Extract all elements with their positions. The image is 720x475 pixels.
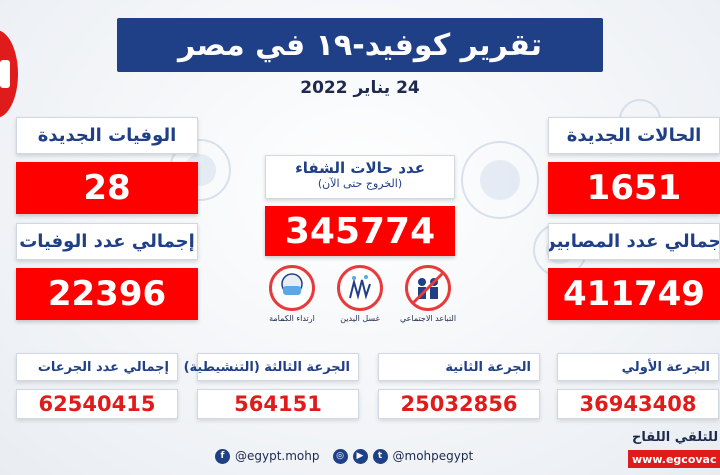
facebook-icon[interactable]: f (215, 448, 230, 464)
report-title: تقرير كوفيد-١٩ في مصر (117, 18, 603, 72)
new-cases-value: 1651 (548, 162, 720, 214)
twitter-icon[interactable]: t (372, 448, 388, 464)
first-dose-value: 36943408 (557, 389, 719, 419)
total-doses-value: 62540415 (16, 389, 178, 419)
total-cases-label: إجمالي عدد المصابين (548, 223, 720, 260)
third-dose-value: 564151 (197, 389, 359, 419)
guidance-distancing-caption: التباعد الاجتماعي (399, 314, 457, 323)
total-deaths-label: إجمالي عدد الوفيات (16, 223, 198, 260)
recovered-label: عدد حالات الشفاء (295, 159, 425, 177)
vaccine-url[interactable]: www.egcovac (628, 450, 720, 468)
second-dose-value: 25032856 (378, 389, 540, 419)
third-dose-label: الجرعة الثالثة (التنشيطية) (184, 353, 359, 381)
first-dose-label: الجرعة الأولي (557, 353, 719, 381)
face-mask-icon (269, 265, 315, 311)
new-deaths-label: الوفيات الجديدة (16, 117, 198, 154)
guidance-handwash: غسل اليدين (330, 265, 390, 323)
new-cases-label: الحالات الجديدة (548, 117, 720, 154)
social-distancing-icon (405, 265, 451, 311)
report-date: 24 يناير 2022 (300, 78, 420, 98)
instagram-icon[interactable]: ◎ (332, 448, 348, 464)
total-doses-label: إجمالي عدد الجرعات (16, 353, 178, 381)
recovered-label-box: عدد حالات الشفاء (الخروج حتى الآن) (265, 155, 455, 199)
guidance-distancing: التباعد الاجتماعي (398, 265, 458, 323)
social-footer: f @egypt.mohp ◎ ▶ t @mohpegypt (215, 445, 481, 467)
guidance-handwash-caption: غسل اليدين (340, 314, 380, 323)
youtube-icon[interactable]: ▶ (352, 448, 368, 464)
hand-washing-icon (337, 265, 383, 311)
guidance-mask: ارتداء الكمامة (262, 265, 322, 323)
social-handle[interactable]: @mohpegypt (392, 449, 474, 463)
recovered-value: 345774 (265, 206, 455, 256)
total-deaths-value: 22396 (16, 268, 198, 320)
recovered-sublabel: (الخروج حتى الآن) (317, 177, 403, 190)
facebook-handle[interactable]: @egypt.mohp (235, 449, 320, 463)
ministry-logo (0, 30, 18, 118)
vaccine-caption: للتلقي اللقاح (632, 430, 719, 445)
new-deaths-value: 28 (16, 162, 198, 214)
second-dose-label: الجرعة الثانية (378, 353, 540, 381)
total-cases-value: 411749 (548, 268, 720, 320)
guidance-mask-caption: ارتداء الكمامة (269, 314, 315, 323)
